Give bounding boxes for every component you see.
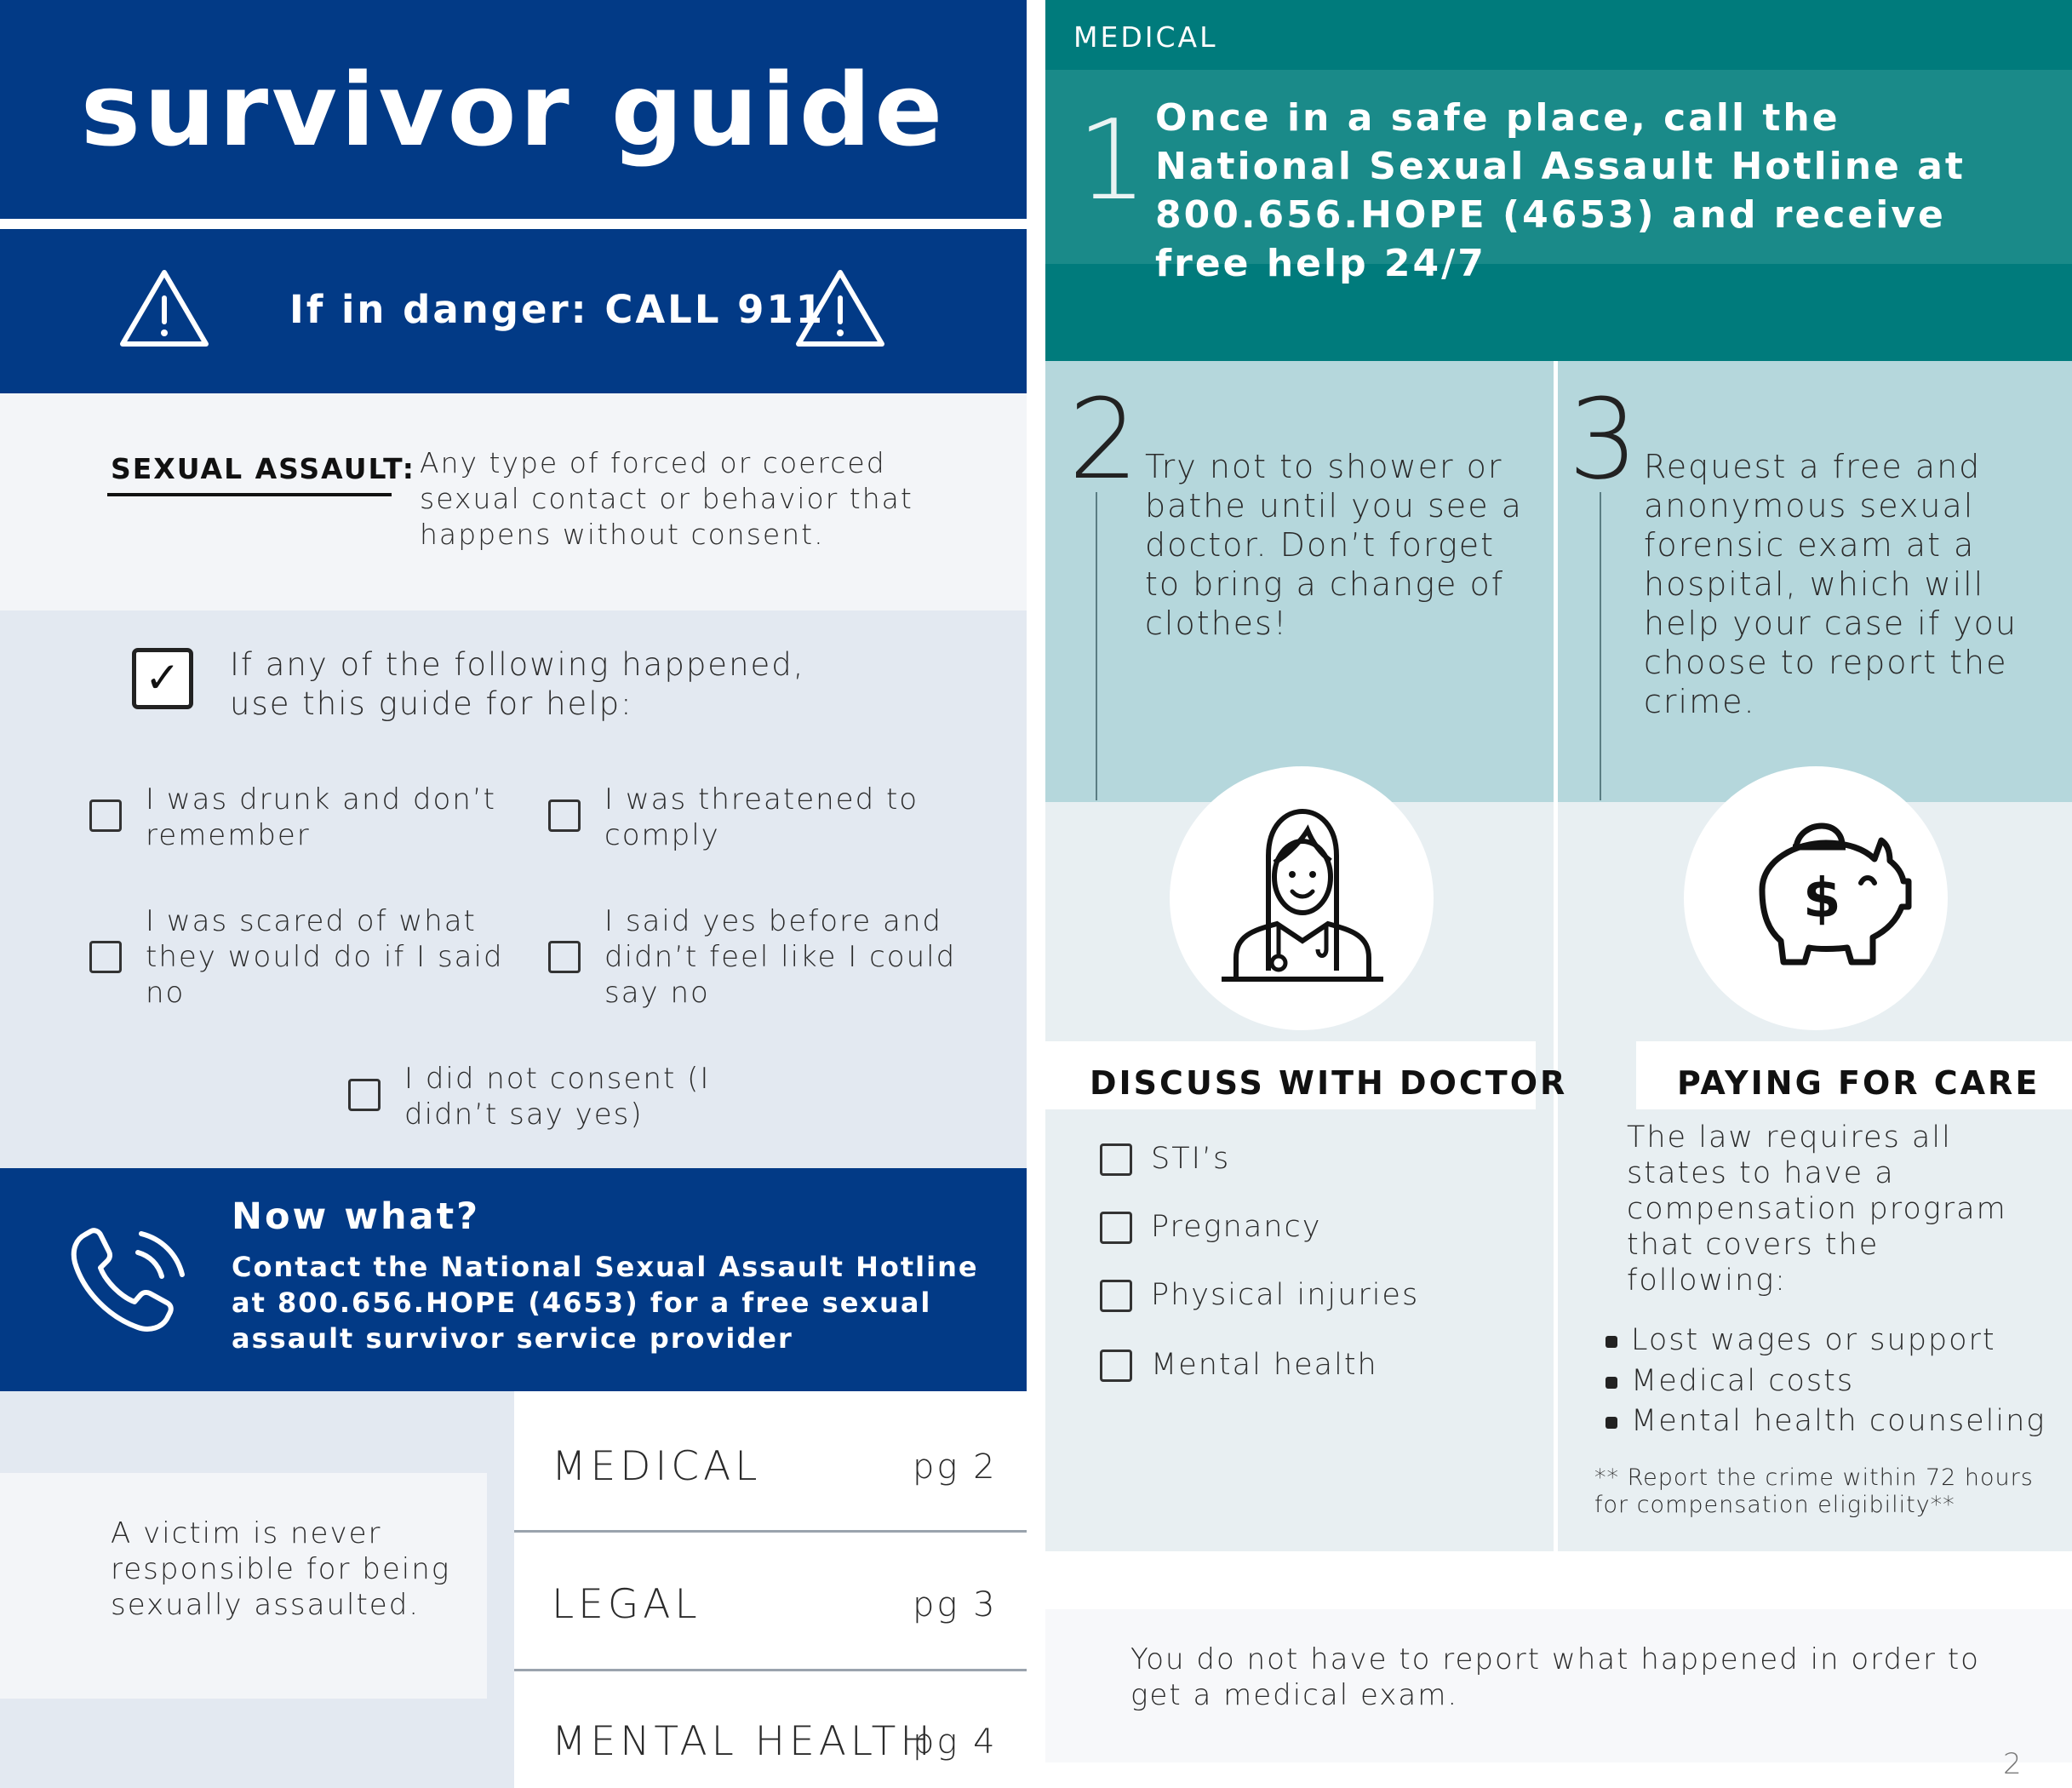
checklist-item: I did not consent (I didn’t say yes)	[404, 1062, 711, 1132]
checklist-intro: If any of the following happened, use th…	[230, 646, 805, 722]
toc-mental-health-page: pg 4	[913, 1722, 998, 1762]
step-2-text: Try not to shower or bathe until you see…	[1145, 448, 1523, 642]
doctor-item: Physical injuries	[1151, 1278, 1420, 1312]
footer-note: You do not have to report what happened …	[1130, 1642, 1980, 1712]
paying-item: Mental health counseling	[1631, 1404, 2046, 1438]
bullet-icon	[1606, 1417, 1617, 1429]
compensation-note: ** Report the crime within 72 hours for …	[1594, 1464, 2034, 1518]
paying-title-tab	[1636, 1041, 2072, 1109]
checkbox[interactable]	[89, 799, 122, 832]
doctor-item: Mental health	[1151, 1348, 1378, 1382]
section-label: MEDICAL	[1073, 20, 1218, 54]
danger-banner	[0, 229, 1027, 393]
step-1-number: 1	[1077, 95, 1148, 225]
toc-mental-health-label[interactable]: MENTAL HEALTH	[552, 1718, 935, 1765]
step-3-box	[1558, 361, 2072, 802]
definition-term: SEXUAL ASSAULT:	[111, 452, 415, 485]
bullet-icon	[1606, 1377, 1617, 1389]
toc-divider	[514, 1669, 1027, 1671]
checklist-item: I was scared of what they would do if I …	[146, 904, 504, 1010]
step-3-line	[1600, 492, 1601, 800]
now-what-text: Contact the National Sexual Assault Hotl…	[232, 1251, 979, 1355]
doctor-title: DISCUSS WITH DOCTOR	[1090, 1064, 1568, 1102]
doctor-icon	[1222, 808, 1383, 982]
checkbox[interactable]	[89, 941, 122, 973]
step-1-text: Once in a safe place, call the National …	[1155, 96, 1966, 285]
guide-title: survivor guide	[80, 51, 947, 169]
toc-legal-page: pg 3	[913, 1585, 998, 1625]
checklist-item: I said yes before and didn’t feel like I…	[604, 904, 957, 1010]
checkbox[interactable]	[1100, 1350, 1132, 1382]
checkbox[interactable]	[1100, 1143, 1132, 1176]
toc-divider	[514, 1530, 1027, 1533]
step-1-banner	[1045, 70, 2072, 264]
piggy-bank-icon: $	[1759, 822, 1912, 966]
paying-title: PAYING FOR CARE	[1677, 1064, 2041, 1102]
now-what-banner	[0, 1168, 1027, 1391]
piggy-bank-icon-circle	[1684, 766, 1948, 1030]
doctor-item: Pregnancy	[1151, 1210, 1322, 1244]
danger-message: If in danger: CALL 911	[289, 287, 826, 332]
step-2-box	[1045, 361, 1554, 802]
victim-note: A victim is never responsible for being …	[111, 1516, 451, 1622]
paying-intro: The law requires all states to have a co…	[1627, 1120, 2007, 1298]
step-2-line	[1096, 492, 1097, 800]
checkbox[interactable]	[548, 941, 581, 973]
step-1-band-bottom	[1045, 264, 2072, 361]
toc-legal-label[interactable]: LEGAL	[552, 1581, 701, 1628]
definition-box	[0, 393, 1027, 610]
paying-item: Medical costs	[1631, 1364, 1855, 1398]
doctor-item: STI’s	[1151, 1142, 1231, 1176]
now-what-title: Now what?	[232, 1195, 481, 1238]
page-number: 2	[2003, 1747, 2022, 1781]
checkbox[interactable]	[348, 1079, 381, 1111]
checklist-item: I was drunk and don’t remember	[146, 782, 496, 852]
warning-icon	[120, 270, 209, 347]
footer-box	[1045, 1609, 2072, 1762]
paying-item: Lost wages or support	[1631, 1323, 1996, 1357]
warning-icon	[796, 270, 884, 347]
toc-medical-label[interactable]: MEDICAL	[552, 1443, 762, 1490]
checkbox[interactable]	[548, 799, 581, 832]
svg-text:$: $	[1803, 868, 1841, 931]
step-2-number: 2	[1068, 375, 1139, 504]
term-underline	[107, 493, 392, 496]
phone-icon	[71, 1228, 185, 1332]
title-banner	[0, 0, 1027, 219]
checkbox[interactable]	[1100, 1212, 1132, 1244]
checkbox[interactable]	[1100, 1280, 1132, 1312]
toc-medical-page: pg 2	[913, 1447, 998, 1487]
step-3-number: 3	[1568, 375, 1639, 504]
bullet-icon	[1606, 1336, 1617, 1348]
section-header	[1045, 0, 2072, 70]
definition-text: Any type of forced or coerced sexual con…	[420, 446, 913, 551]
victim-note-box	[0, 1473, 487, 1699]
step-3-text: Request a free and anonymous sexual fore…	[1644, 448, 2018, 720]
doctor-title-tab	[1045, 1041, 1536, 1109]
checked-box-icon: ✓	[132, 648, 193, 709]
checklist-item: I was threatened to comply	[604, 782, 919, 852]
